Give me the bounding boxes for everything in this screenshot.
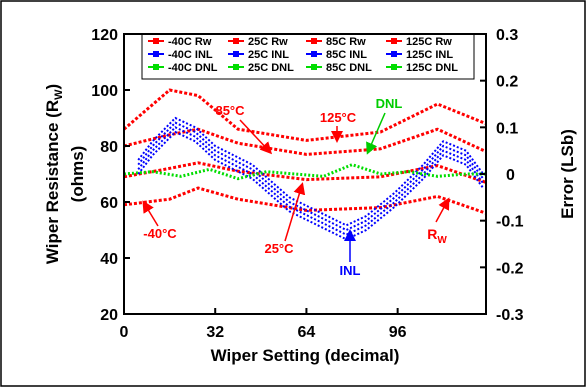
y-left-label-main: Wiper Resistance (R — [43, 100, 62, 264]
legend-label: 85C DNL — [326, 62, 372, 74]
x-tick-label: 96 — [389, 324, 407, 341]
rw-line-25C — [123, 161, 487, 184]
annotation-rw-sub: W — [437, 235, 447, 246]
legend-label: 85C INL — [326, 49, 367, 61]
dnl-series-layer — [123, 163, 486, 181]
y-right-axis-label: Error (LSb) — [558, 129, 577, 219]
legend-swatch-marker — [153, 64, 159, 70]
annotation-neg40c: -40°C — [143, 226, 177, 241]
legend-swatch-marker — [391, 38, 397, 44]
y-left-tick-label: 120 — [91, 27, 118, 44]
annotation-rw-main: R — [427, 226, 437, 242]
x-axis-ticks: 0 32 64 96 — [120, 308, 407, 341]
annotation-85c: 85°C — [215, 103, 245, 118]
rw-line-125C — [123, 88, 487, 142]
legend: -40C Rw 25C Rw 85C Rw 125C Rw -40C INL 25C IN… — [148, 36, 458, 74]
legend-label: 125C INL — [406, 49, 453, 61]
annotation-25c: 25°C — [264, 241, 294, 256]
y-left-axis-label-units: (ohms) — [68, 146, 87, 203]
x-tick-label: 32 — [206, 324, 224, 341]
arrow-85c — [239, 119, 273, 155]
legend-label: -40C Rw — [168, 36, 212, 48]
legend-label: 125C DNL — [406, 62, 458, 74]
x-tick-label: 0 — [120, 324, 129, 341]
legend-swatch-marker — [233, 38, 239, 44]
legend-label: -40C DNL — [168, 62, 218, 74]
inl-line-3 — [137, 130, 484, 241]
y-right-tick-label: 0.2 — [496, 74, 518, 91]
arrow-dnl — [366, 112, 386, 155]
inl-line-1 — [137, 121, 484, 232]
legend-swatch-marker — [391, 64, 397, 70]
rw-line--40C — [123, 186, 487, 215]
svg-text:Wiper Resistance (RW): Wiper Resistance (RW) — [43, 84, 65, 264]
y-right-tick-label: 0.3 — [496, 27, 518, 44]
legend-swatch-marker — [153, 38, 159, 44]
y-right-tick-label: -0.1 — [496, 214, 524, 231]
rw-line-85C — [123, 127, 487, 156]
legend-label: 25C DNL — [248, 62, 294, 74]
dnl-line — [123, 163, 486, 181]
legend-label: 25C Rw — [248, 36, 288, 48]
legend-label: 125C Rw — [406, 36, 452, 48]
legend-swatch-marker — [311, 38, 317, 44]
y-left-tick-label: 60 — [100, 195, 118, 212]
y-left-tick-label: 100 — [91, 83, 118, 100]
y-right-tick-label: -0.2 — [496, 260, 524, 277]
arrow-neg40c — [142, 200, 159, 227]
legend-label: 25C INL — [248, 49, 289, 61]
y-right-tick-label: 0 — [506, 167, 515, 184]
inl-series-layer — [137, 116, 484, 241]
legend-swatch-marker — [311, 64, 317, 70]
legend-swatch-marker — [153, 51, 159, 57]
annotation-rw: RW — [427, 226, 447, 246]
rw-series-layer — [123, 88, 487, 215]
y-left-axis-label: Wiper Resistance (RW) — [43, 84, 65, 264]
inl-line-2 — [137, 126, 484, 236]
annotation-125c: 125°C — [320, 110, 357, 125]
legend-swatch-marker — [233, 51, 239, 57]
y-left-axis-ticks: 20 40 60 80 100 120 — [91, 27, 130, 324]
y-left-tick-label: 80 — [100, 139, 118, 156]
legend-swatch-marker — [311, 51, 317, 57]
x-axis-label: Wiper Setting (decimal) — [211, 346, 400, 365]
y-left-label-close: ) — [43, 84, 62, 90]
y-left-label-subscript: W — [53, 89, 65, 100]
legend-swatch-marker — [391, 51, 397, 57]
inl-line-0 — [137, 116, 484, 227]
y-right-tick-label: -0.3 — [496, 307, 524, 324]
y-right-axis-ticks: -0.3 -0.2 -0.1 0 0.1 0.2 0.3 — [480, 27, 524, 324]
annotation-dnl: DNL — [376, 96, 403, 111]
y-left-tick-label: 20 — [100, 307, 118, 324]
y-left-tick-label: 40 — [100, 251, 118, 268]
x-tick-label: 64 — [298, 324, 316, 341]
legend-swatch-marker — [233, 64, 239, 70]
y-right-tick-label: 0.1 — [496, 120, 518, 137]
annotation-inl: INL — [340, 263, 361, 278]
legend-box — [141, 33, 475, 80]
legend-label: 85C Rw — [326, 36, 366, 48]
arrow-rw — [435, 197, 450, 223]
arrow-25c — [284, 182, 306, 242]
legend-label: -40C INL — [168, 49, 213, 61]
